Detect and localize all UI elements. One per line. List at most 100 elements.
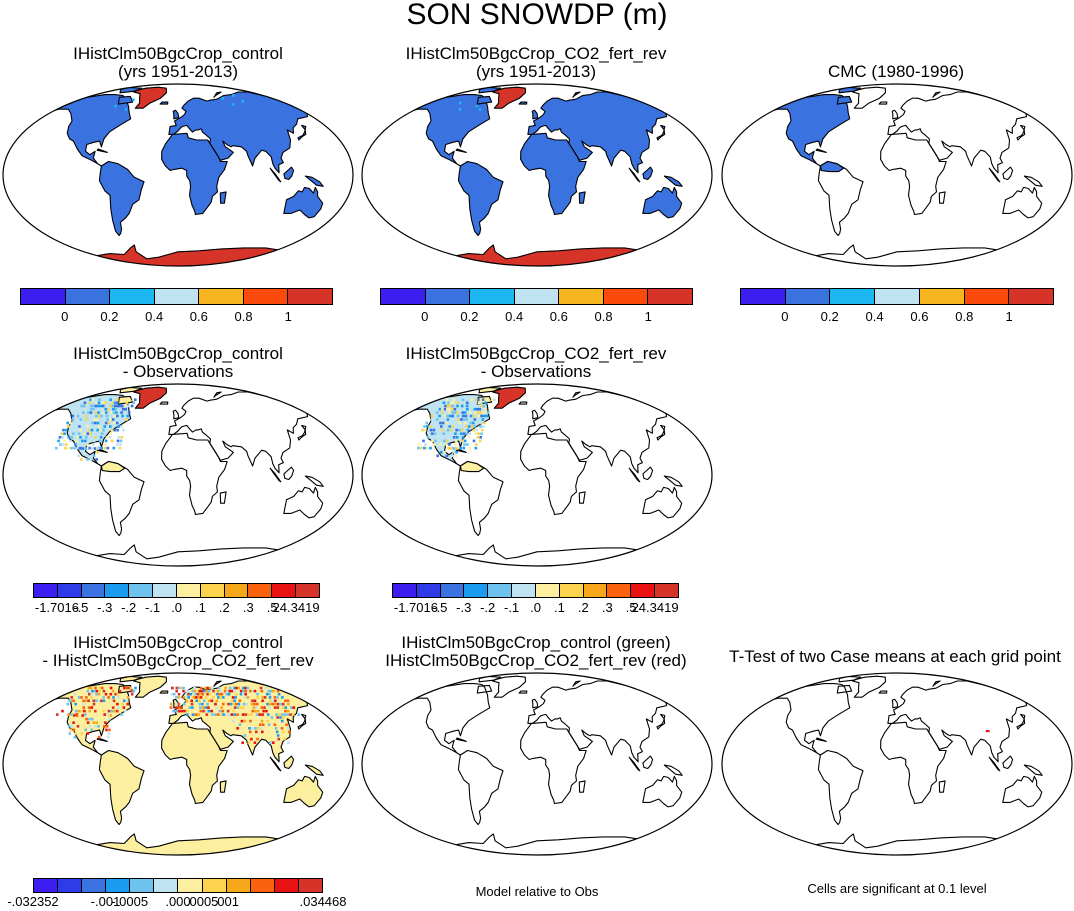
grid-cell [208,692,212,696]
grid-cell [263,706,266,709]
landmass-australia [283,186,324,219]
grid-cell [267,723,271,726]
grid-cell [134,398,137,401]
grid-cell [116,404,119,408]
grid-cell [67,436,71,439]
grid-cell [461,398,465,401]
map-case-difference [2,672,354,856]
grid-cell [433,443,436,446]
grid-cell [109,714,112,717]
grid-cell [460,439,464,443]
grid-cell [268,741,272,744]
grid-cell [92,454,96,458]
grid-cell [125,699,128,703]
grid-cell [465,418,468,421]
landmass-borneo [283,755,295,770]
grid-cell [96,421,100,425]
grid-cell [76,446,79,450]
grid-cell [108,436,112,439]
grid-cell [195,699,198,703]
colorbar-tick-label: 0.4 [865,309,884,324]
grid-cell [76,436,79,439]
landmass-samerica [817,749,864,826]
grid-cell [109,404,112,408]
grid-cell [266,713,270,716]
grid-cell [65,443,68,446]
grid-cell [61,709,64,713]
grid-cell [206,692,209,696]
grid-cell [430,414,434,418]
grid-cell [270,716,274,719]
grid-cell [476,436,479,439]
grid-cell [100,432,104,435]
colorbar-swatch [21,289,66,304]
grid-cell [447,446,450,450]
grid-cell [130,404,134,408]
grid-cell [273,706,277,709]
grid-cell [199,686,203,690]
colorbar-tick-label: -1.7016 [393,600,438,615]
grid-cell [457,418,460,421]
panel-title-line1: IHistClm50BgcCrop_control [73,344,283,363]
grid-cell [227,713,231,716]
grid-cell [472,421,475,425]
grid-cell [104,721,107,724]
panel-title-line1: T-Test of two Case means at each grid po… [729,647,1061,666]
grid-cell [244,686,247,690]
grid-cell [242,692,245,696]
landmass-australia [642,486,683,519]
grid-cell [456,401,460,405]
grid-cell [182,686,185,690]
grid-cell [424,443,427,446]
grid-cell [187,692,190,696]
grid-cell [203,699,206,703]
colorbar-tick-label: 0.8 [955,309,974,324]
colorbar-swatch [393,584,417,597]
grid-cell [81,439,84,443]
grid-cell [249,730,252,734]
grid-cell [481,398,485,401]
landmass-eurasia [887,91,1032,174]
grid-cell [174,709,178,713]
grid-cell [93,421,97,425]
grid-cell [87,404,91,408]
grid-cell [451,414,454,418]
grid-cell [87,699,90,703]
colorbar-swatch [199,289,244,304]
grid-cell [92,407,95,411]
grid-cell [112,446,116,450]
grid-cell [461,436,465,439]
grid-cell [96,450,99,454]
grid-cell [114,104,117,108]
grid-cell [244,689,248,693]
grid-cell [62,443,65,446]
grid-cell [130,689,133,693]
grid-cell [86,732,90,735]
colorbar-tick-label: 0.4 [145,309,164,324]
grid-cell [99,428,102,432]
grid-cell [102,699,106,703]
landmass-japan [656,124,666,141]
grid-cell [284,706,288,709]
grid-cell [469,421,472,425]
landmass-australia [283,775,324,808]
grid-cell [70,436,73,439]
panel-title-line2: IHistClm50BgcCrop_CO2_fert_rev (red) [385,651,687,670]
grid-cell [90,428,94,432]
grid-cell [439,421,442,425]
grid-cell [446,407,449,411]
grid-cell [67,446,70,450]
grid-cell [216,689,220,693]
grid-cell [443,450,446,454]
grid-cell [117,706,120,709]
grid-cell [110,411,113,414]
landmass-cuba [815,737,827,742]
grid-cell [218,692,221,696]
grid-cell [241,713,245,716]
grid-cell [102,428,105,432]
grid-cell [125,418,128,421]
grid-cell [250,702,254,706]
grid-cell [73,446,76,450]
grid-cell [251,727,254,730]
grid-cell [241,100,244,103]
